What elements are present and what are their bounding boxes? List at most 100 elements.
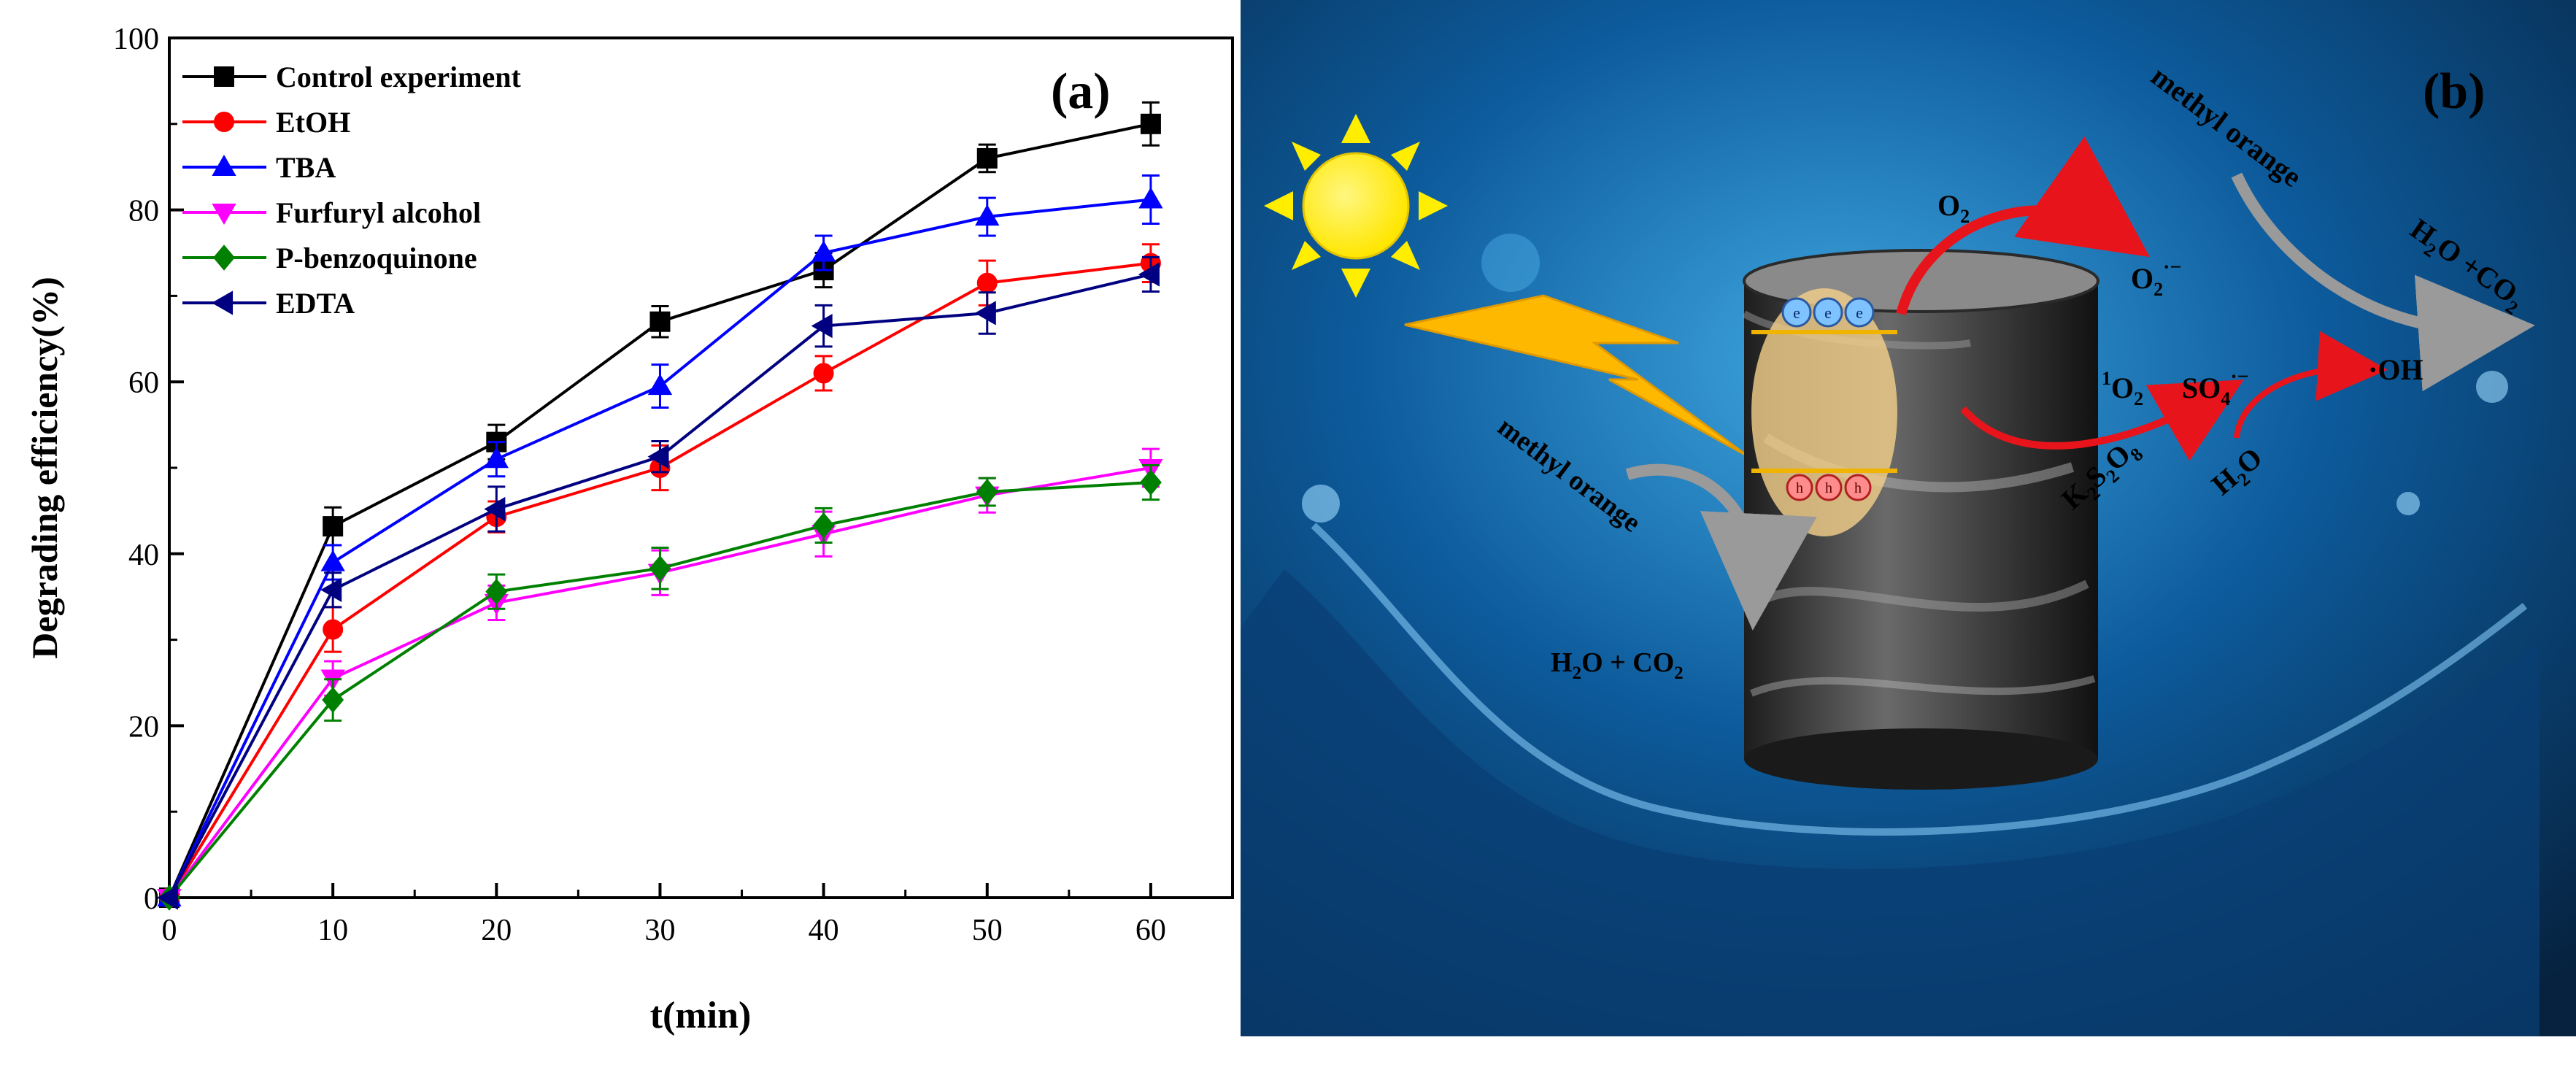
legend-entry: TBA <box>182 151 336 184</box>
y-tick-label: 80 <box>128 195 159 228</box>
sun-icon <box>1264 114 1448 298</box>
series-edta <box>157 255 1160 910</box>
legend-entry: EtOH <box>182 106 350 139</box>
legend-entry: EDTA <box>182 287 355 320</box>
x-axis-ticks: 0 10 20 30 40 50 60 <box>162 883 1234 947</box>
data-point <box>1139 469 1162 496</box>
band-structure: e e e h h h <box>1751 288 1897 536</box>
water-droplet <box>1481 234 1540 292</box>
legend-marker <box>214 112 234 132</box>
panel-a-label: (a) <box>1051 63 1111 120</box>
legend-entry: P-benzoquinone <box>182 242 477 274</box>
legend-label: TBA <box>276 151 336 184</box>
y-tick-label: 20 <box>128 710 159 744</box>
data-point <box>976 147 998 169</box>
hydroxyl-arrow <box>2234 331 2388 439</box>
panel-a-chart: 0 20 40 60 80 100 0 10 20 30 40 50 60 Degrading eff… <box>24 23 1234 1036</box>
legend-label: Control experiment <box>276 61 522 93</box>
data-point <box>976 272 998 293</box>
water-splash <box>1241 569 2540 1036</box>
series-p-benzoquinone <box>158 463 1162 911</box>
series-line <box>168 481 1152 899</box>
series-tba <box>157 174 1163 907</box>
data-point <box>1138 187 1163 209</box>
legend-label: P-benzoquinone <box>276 242 477 274</box>
y-tick-label: 0 <box>144 882 159 916</box>
hydroxyl-radical-label: ·OH <box>2368 353 2423 386</box>
x-axis-label: t(min) <box>650 995 752 1036</box>
legend-marker <box>212 203 236 225</box>
products-label-left: H2O + CO2 <box>1551 647 1684 683</box>
singlet-oxygen-label: 1O2 <box>2102 368 2143 409</box>
data-point <box>649 555 671 582</box>
x-tick-label: 60 <box>1135 914 1166 947</box>
x-tick-label: 20 <box>481 914 512 947</box>
series-line <box>168 466 1152 899</box>
legend-marker <box>214 66 234 87</box>
legend-marker <box>212 290 234 315</box>
data-point <box>811 240 836 262</box>
x-tick-label: 10 <box>317 914 348 947</box>
panel-b-label: (b) <box>2423 63 2486 120</box>
data-point <box>322 687 344 713</box>
holes: h h h <box>1786 474 1872 501</box>
data-point <box>323 516 344 537</box>
data-point <box>323 619 344 640</box>
electrons: e e e <box>1781 297 1875 328</box>
data-point <box>811 313 833 339</box>
y-tick-label: 40 <box>128 539 159 572</box>
water-droplet <box>2396 492 2420 515</box>
persulfate-arrow <box>1960 380 2244 461</box>
y-tick-label: 60 <box>128 366 159 400</box>
data-point <box>974 301 996 326</box>
series-control-experiment <box>159 101 1161 908</box>
series-layer <box>157 101 1163 911</box>
legend-label: Furfuryl alcohol <box>276 196 481 229</box>
series-furfuryl-alcohol <box>157 447 1163 910</box>
data-point <box>1140 113 1161 134</box>
svg-text:e: e <box>1793 304 1800 322</box>
legend-marker <box>212 155 236 177</box>
svg-text:h: h <box>1796 480 1803 496</box>
svg-text:h: h <box>1825 480 1832 496</box>
data-point <box>320 550 345 571</box>
degradation-arrow-left <box>1625 463 1817 631</box>
svg-text:h: h <box>1854 480 1862 496</box>
data-point <box>320 577 342 602</box>
y-axis-ticks: 0 20 40 60 80 100 <box>113 23 184 916</box>
data-point <box>812 512 835 539</box>
data-point <box>649 311 671 332</box>
legend-marker <box>213 244 235 271</box>
y-axis-label: Degrading efficiency(%) <box>24 277 65 658</box>
x-tick-label: 0 <box>162 914 177 947</box>
legend-entry: Furfuryl alcohol <box>182 196 481 229</box>
x-tick-label: 50 <box>972 914 1003 947</box>
y-tick-label: 100 <box>113 23 159 56</box>
lightning-bolt-icon <box>1404 294 1748 458</box>
data-point <box>647 444 669 469</box>
data-point <box>484 447 509 469</box>
data-point <box>647 374 673 396</box>
water-droplet <box>2476 371 2508 403</box>
degradation-arrow-top <box>2231 172 2535 392</box>
legend-entry: Control experiment <box>182 61 522 93</box>
svg-text:e: e <box>1824 304 1832 322</box>
legend-label: EDTA <box>276 287 355 320</box>
legend-label: EtOH <box>276 106 350 139</box>
data-point <box>975 204 1000 226</box>
panel-b-schematic: e e e h h h methyl orange methyl orange … <box>1241 0 2576 1036</box>
svg-text:e: e <box>1856 304 1863 322</box>
data-point <box>976 479 998 505</box>
data-point <box>485 578 508 605</box>
series-line <box>168 122 1152 898</box>
data-point <box>484 496 506 522</box>
electron-transfer-arrow <box>1896 136 2150 315</box>
water-droplet <box>1302 485 1340 523</box>
x-tick-label: 40 <box>809 914 839 947</box>
legend: Control experiment EtOH TBA Furfuryl alcoho… <box>182 61 522 320</box>
data-point <box>813 363 834 384</box>
water-splash-rim <box>1311 523 2528 836</box>
x-tick-label: 30 <box>644 914 675 947</box>
data-point <box>157 885 179 910</box>
